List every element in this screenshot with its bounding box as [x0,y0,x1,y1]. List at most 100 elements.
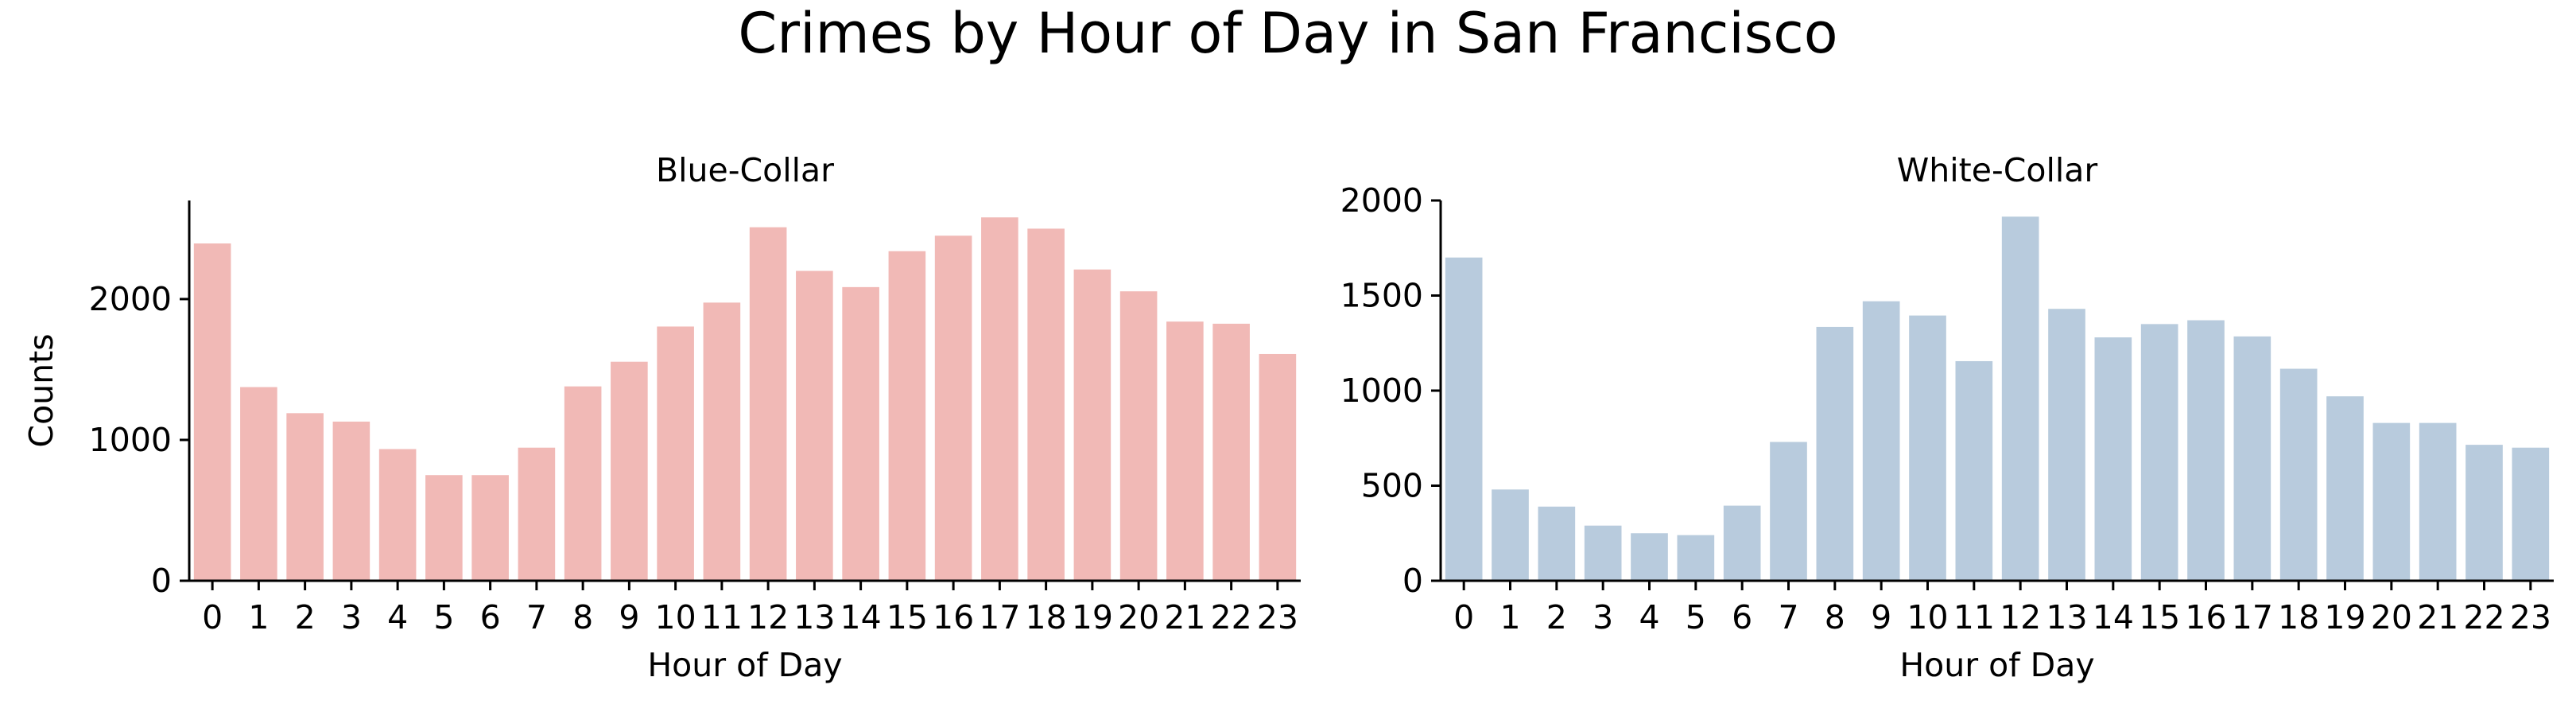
white-collar-xtick-label-19: 19 [2324,598,2365,636]
blue-collar-bar-4 [378,449,417,581]
white-collar-xtick-label-12: 12 [2000,598,2041,636]
white-collar-xtick-label-4: 4 [1639,598,1659,636]
white-collar-ytick-label-1000: 1000 [1340,372,1423,410]
white-collar-subplot-title: White-Collar [1897,151,2098,189]
blue-collar-bar-7 [518,447,556,581]
blue-collar-bar-10 [657,326,694,581]
blue-collar-xtick-label-22: 22 [1211,598,1252,636]
white-collar-xtick-label-3: 3 [1593,598,1613,636]
blue-collar-bar-2 [286,413,324,581]
blue-collar-xtick-label-8: 8 [572,598,593,636]
white-collar-xtick-label-10: 10 [1907,598,1948,636]
blue-collar-bar-15 [888,251,926,581]
blue-collar-xtick-label-3: 3 [341,598,362,636]
white-collar-xtick-label-14: 14 [2093,598,2134,636]
white-collar-ytick-label-1500: 1500 [1340,277,1423,315]
blue-collar-bar-3 [332,421,370,581]
blue-collar-bar-22 [1212,323,1250,581]
blue-collar-bar-6 [471,475,509,581]
blue-collar-y-axis-label: Counts [22,333,60,447]
white-collar-bar-14 [2094,337,2132,581]
blue-collar-xtick-label-15: 15 [886,598,928,636]
blue-collar-xtick-label-5: 5 [433,598,454,636]
blue-collar-bar-12 [749,227,787,581]
blue-collar-xtick-label-16: 16 [933,598,974,636]
figure-title: Crimes by Hour of Day in San Francisco [738,1,1837,66]
blue-collar-ytick-label-1000: 1000 [89,421,172,459]
blue-collar-ytick-label-0: 0 [151,562,172,600]
blue-collar-xtick-label-4: 4 [387,598,408,636]
white-collar-bar-15 [2140,324,2178,581]
white-collar-xtick-label-5: 5 [1686,598,1706,636]
white-collar-bar-10 [1909,315,1946,581]
blue-collar-xtick-label-13: 13 [793,598,835,636]
blue-collar-bar-5 [425,475,463,581]
white-collar-xtick-label-2: 2 [1546,598,1567,636]
white-collar-bar-20 [2372,422,2411,581]
blue-collar-xtick-label-9: 9 [619,598,639,636]
white-collar-bar-0 [1445,257,1483,581]
blue-collar-bar-18 [1027,228,1065,581]
white-collar-bar-21 [2419,422,2457,581]
blue-collar-xtick-label-11: 11 [701,598,743,636]
white-collar-bar-6 [1723,505,1761,581]
blue-collar-bar-1 [240,387,277,581]
blue-collar-bar-13 [796,270,833,581]
white-collar-xtick-label-6: 6 [1732,598,1752,636]
white-collar-xtick-label-16: 16 [2185,598,2226,636]
blue-collar-bar-16 [934,235,972,581]
blue-collar-subplot-title: Blue-Collar [656,151,834,189]
white-collar-xtick-label-13: 13 [2046,598,2087,636]
blue-collar-bar-17 [981,217,1018,581]
white-collar-bar-9 [1862,301,1900,581]
blue-collar-xtick-label-12: 12 [747,598,789,636]
blue-collar-xtick-label-17: 17 [979,598,1020,636]
white-collar-x-axis-label: Hour of Day [1899,646,2094,684]
white-collar-xtick-label-9: 9 [1871,598,1891,636]
blue-collar-xtick-label-10: 10 [655,598,696,636]
blue-collar-bar-9 [611,361,648,581]
white-collar-xtick-label-21: 21 [2417,598,2458,636]
blue-collar-xtick-label-7: 7 [526,598,547,636]
blue-collar-bar-14 [842,286,879,581]
white-collar-bar-23 [2512,447,2550,581]
white-collar-bar-19 [2326,396,2364,581]
blue-collar-xtick-label-14: 14 [840,598,882,636]
white-collar-ytick-label-500: 500 [1361,467,1423,505]
white-collar-xtick-label-7: 7 [1778,598,1798,636]
white-collar-bar-1 [1492,489,1529,581]
white-collar-bar-7 [1770,442,1807,581]
blue-collar-xtick-label-6: 6 [480,598,501,636]
blue-collar-bar-21 [1166,321,1204,581]
white-collar-bar-12 [2001,216,2039,581]
white-collar-xtick-label-20: 20 [2371,598,2412,636]
white-collar-xtick-label-15: 15 [2139,598,2180,636]
white-collar-ytick-label-2000: 2000 [1340,181,1423,220]
white-collar-bar-8 [1816,326,1854,581]
blue-collar-xtick-label-19: 19 [1072,598,1113,636]
white-collar-xtick-label-18: 18 [2278,598,2319,636]
white-collar-bar-22 [2465,445,2503,581]
blue-collar-xtick-label-18: 18 [1026,598,1067,636]
white-collar-bar-16 [2187,320,2225,581]
white-collar-bar-11 [1955,360,1993,581]
blue-collar-ytick-label-2000: 2000 [89,280,172,318]
blue-collar-xtick-label-23: 23 [1257,598,1298,636]
blue-collar-bar-20 [1119,291,1158,581]
white-collar-bar-4 [1631,533,1668,581]
blue-collar-bar-23 [1259,353,1297,581]
white-collar-bar-2 [1538,506,1576,581]
blue-collar-xtick-label-2: 2 [295,598,316,636]
white-collar-xtick-label-0: 0 [1453,598,1474,636]
blue-collar-xtick-label-20: 20 [1118,598,1159,636]
blue-collar-bar-19 [1073,269,1111,581]
blue-collar-bar-8 [564,386,602,581]
white-collar-bar-18 [2279,368,2318,581]
blue-collar-bar-0 [193,243,231,581]
blue-collar-xtick-label-1: 1 [248,598,269,636]
white-collar-xtick-label-22: 22 [2463,598,2504,636]
white-collar-xtick-label-23: 23 [2510,598,2551,636]
